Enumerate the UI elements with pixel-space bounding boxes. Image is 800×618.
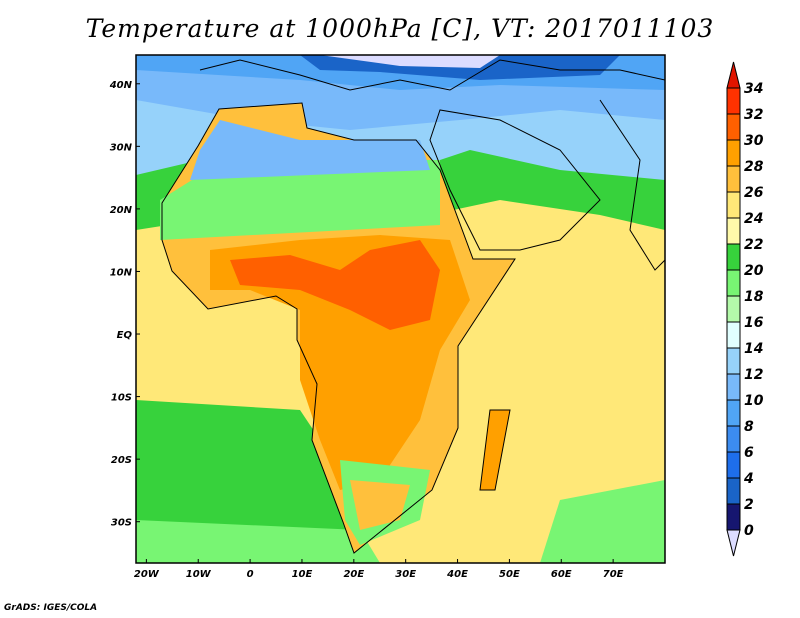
colorbar-swatch xyxy=(726,295,741,323)
x-tick-label: 10W xyxy=(186,569,212,580)
x-tick-label: 20W xyxy=(134,569,160,580)
colorbar-swatch xyxy=(726,321,741,349)
colorbar-over-triangle xyxy=(726,61,741,89)
colorbar-label: 18 xyxy=(744,289,764,305)
x-tick-label: 50E xyxy=(499,569,520,580)
y-tick-label: 30N xyxy=(110,142,133,153)
colorbar-swatch xyxy=(726,425,741,453)
colorbar-swatch xyxy=(726,191,741,219)
map-frame xyxy=(135,54,666,564)
colorbar-label: 28 xyxy=(744,159,764,175)
x-tick-label: 20E xyxy=(343,569,364,580)
colorbar-swatch xyxy=(726,139,741,167)
colorbar-label: 30 xyxy=(744,133,764,149)
colorbar-label: 8 xyxy=(744,419,754,435)
y-tick-label: 30S xyxy=(111,518,132,529)
colorbar-label: 24 xyxy=(744,211,763,227)
colorbar-label: 20 xyxy=(744,263,764,279)
axis-ticks: 20W 10W 0 10E 20E 30E 40E 50E 60E 70E 40N 30N 20N 10N… xyxy=(109,80,624,580)
x-tick-label: 60E xyxy=(551,569,572,580)
colorbar-label: 14 xyxy=(744,341,763,357)
colorbar-swatch xyxy=(726,217,741,245)
colorbar-label: 2 xyxy=(744,497,754,513)
colorbar-swatch xyxy=(726,243,741,271)
grads-credit: GrADS: IGES/COLA xyxy=(4,603,98,613)
colorbar-label: 12 xyxy=(744,367,763,383)
colorbar-label: 0 xyxy=(744,523,754,539)
y-tick-label: 20S xyxy=(111,455,132,466)
colorbar-swatch xyxy=(726,87,741,115)
colorbar-label: 26 xyxy=(744,185,764,201)
colorbar-swatch xyxy=(726,451,741,479)
x-tick-label: 30E xyxy=(395,569,416,580)
colorbar-swatch xyxy=(726,165,741,193)
colorbar-swatch xyxy=(726,477,741,505)
x-tick-label: 10E xyxy=(292,569,313,580)
colorbar-swatch xyxy=(726,269,741,297)
colorbar-label: 4 xyxy=(743,471,754,487)
map-title: Temperature at 1000hPa [C], VT: 20170111… xyxy=(85,14,715,43)
y-tick-label: 10S xyxy=(111,393,132,404)
y-tick-label: 10N xyxy=(110,267,133,278)
y-tick-label: 40N xyxy=(109,80,133,91)
y-tick-label: 20N xyxy=(110,205,133,216)
coastlines xyxy=(161,59,665,554)
colorbar-under-triangle xyxy=(726,529,741,557)
y-tick-label: EQ xyxy=(117,330,133,341)
colorbar-swatch xyxy=(726,399,741,427)
colorbar-label: 10 xyxy=(744,393,764,409)
colorbar-label: 32 xyxy=(744,107,763,123)
colorbar-label: 22 xyxy=(744,237,763,253)
colorbar-label: 6 xyxy=(744,445,754,461)
colorbar-swatch xyxy=(726,113,741,141)
colorbar-swatch xyxy=(726,373,741,401)
colorbar-label: 34 xyxy=(744,81,763,97)
x-tick-label: 70E xyxy=(603,569,624,580)
x-tick-label: 40E xyxy=(446,569,468,580)
colorbar-label: 16 xyxy=(744,315,764,331)
colorbar-swatch xyxy=(726,347,741,375)
map-field xyxy=(136,55,665,563)
colorbar-swatch xyxy=(726,503,741,531)
x-tick-label: 0 xyxy=(247,569,254,580)
